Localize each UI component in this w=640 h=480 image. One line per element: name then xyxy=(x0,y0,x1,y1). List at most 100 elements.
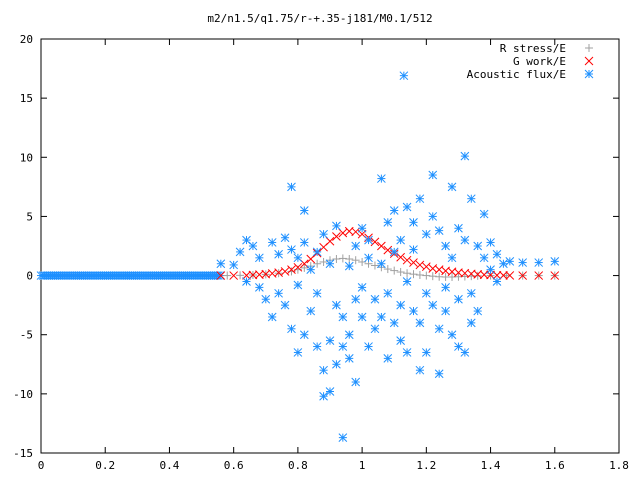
acoustic-flux-point xyxy=(460,235,470,245)
acoustic-flux-point xyxy=(473,241,483,251)
g-work-point xyxy=(338,228,348,238)
r-stress-point xyxy=(473,271,482,280)
r-stress-point xyxy=(415,270,424,279)
acoustic-flux-point xyxy=(255,253,264,263)
acoustic-flux-point xyxy=(473,306,483,316)
acoustic-flux-point xyxy=(428,212,438,221)
acoustic-flux-point xyxy=(447,182,457,192)
r-stress-point xyxy=(390,266,399,275)
acoustic-flux-point xyxy=(377,312,386,322)
x-tick-label: 0.6 xyxy=(224,459,244,472)
acoustic-flux-point xyxy=(280,300,290,310)
acoustic-flux-point xyxy=(364,235,373,245)
acoustic-flux-point xyxy=(344,354,354,363)
r-stress-point xyxy=(300,263,309,272)
acoustic-flux-point xyxy=(428,170,438,180)
acoustic-flux-point xyxy=(364,253,373,263)
y-tick-label: -5 xyxy=(20,329,33,342)
acoustic-flux-point xyxy=(357,223,367,233)
acoustic-flux-point xyxy=(396,336,405,345)
acoustic-flux-point xyxy=(306,265,316,275)
g-work-point xyxy=(242,270,251,280)
x-tick-label: 0.8 xyxy=(288,459,308,472)
g-work-point xyxy=(216,271,226,280)
g-work-point xyxy=(415,260,425,270)
acoustic-flux-point xyxy=(409,245,418,254)
acoustic-flux-point xyxy=(370,294,380,304)
acoustic-flux-point xyxy=(396,300,405,310)
acoustic-flux-point xyxy=(312,342,322,351)
acoustic-flux-point xyxy=(344,261,354,271)
legend-marker xyxy=(584,56,594,66)
g-work-point xyxy=(505,271,515,280)
g-work-point xyxy=(492,270,502,280)
acoustic-flux-point xyxy=(415,318,425,328)
acoustic-flux-point xyxy=(550,257,560,266)
acoustic-flux-point xyxy=(479,209,489,219)
acoustic-flux-point xyxy=(434,324,444,334)
r-stress-point xyxy=(422,271,431,280)
g-work-point xyxy=(293,262,303,272)
acoustic-flux-point xyxy=(293,253,303,263)
legend-label: G work/E xyxy=(513,55,566,68)
acoustic-flux-point xyxy=(421,348,431,357)
legend-label: Acoustic flux/E xyxy=(467,68,566,81)
acoustic-flux-point xyxy=(454,223,463,233)
acoustic-flux-point xyxy=(325,259,335,269)
acoustic-flux-point xyxy=(274,288,283,298)
acoustic-flux-point xyxy=(338,312,348,322)
acoustic-flux-point xyxy=(441,241,450,251)
acoustic-flux-point xyxy=(492,249,502,259)
x-tick-label: 1.4 xyxy=(481,459,501,472)
acoustic-flux-point xyxy=(357,312,367,322)
g-work-point xyxy=(550,271,560,280)
r-stress-point xyxy=(409,270,418,279)
acoustic-flux-point xyxy=(344,330,354,340)
acoustic-flux-point xyxy=(460,151,470,161)
acoustic-flux-point xyxy=(312,288,322,298)
acoustic-flux-point xyxy=(383,288,393,298)
acoustic-flux-point xyxy=(409,217,418,227)
acoustic-flux-point xyxy=(409,306,418,316)
r-stress-point xyxy=(338,254,347,263)
r-stress-point xyxy=(370,261,379,270)
r-stress-point xyxy=(345,255,354,264)
acoustic-flux-point xyxy=(486,265,495,275)
acoustic-flux-point xyxy=(396,235,405,245)
acoustic-flux-point xyxy=(492,277,502,286)
g-work-point xyxy=(479,270,489,280)
acoustic-flux-point xyxy=(486,238,495,247)
g-work-point xyxy=(287,265,296,275)
g-work-point xyxy=(325,236,335,246)
acoustic-flux-point xyxy=(421,288,431,298)
r-stress-point xyxy=(236,271,245,280)
g-work-point xyxy=(229,271,239,280)
acoustic-flux-point xyxy=(287,324,296,334)
x-tick-label: 0.4 xyxy=(160,459,180,472)
acoustic-flux-point xyxy=(299,238,309,247)
g-work-point xyxy=(473,270,483,279)
acoustic-flux-point xyxy=(216,259,226,269)
legend-label: R stress/E xyxy=(500,42,566,55)
g-work-point xyxy=(280,267,290,276)
acoustic-flux-point xyxy=(287,182,296,192)
acoustic-flux-point xyxy=(312,247,322,257)
acoustic-flux-point xyxy=(325,336,335,345)
acoustic-flux-point xyxy=(466,194,476,204)
x-tick-label: 1 xyxy=(359,459,366,472)
acoustic-flux-point xyxy=(351,377,361,387)
acoustic-flux-point xyxy=(370,324,380,334)
plot-marks xyxy=(36,71,560,442)
acoustic-flux-point xyxy=(447,330,457,340)
acoustic-flux-point xyxy=(383,354,393,363)
acoustic-flux-point xyxy=(287,245,296,254)
x-tick-label: 0.2 xyxy=(95,459,115,472)
acoustic-flux-point xyxy=(434,369,444,379)
g-work-point xyxy=(383,245,393,255)
x-axis: 0 0.2 0.4 0.6 0.8 1 1.2 1.4 1.6 1.8 xyxy=(38,39,629,472)
acoustic-flux-point xyxy=(338,433,348,442)
acoustic-flux-point xyxy=(325,387,335,396)
acoustic-flux-point xyxy=(306,306,316,316)
g-work-point xyxy=(332,232,341,241)
